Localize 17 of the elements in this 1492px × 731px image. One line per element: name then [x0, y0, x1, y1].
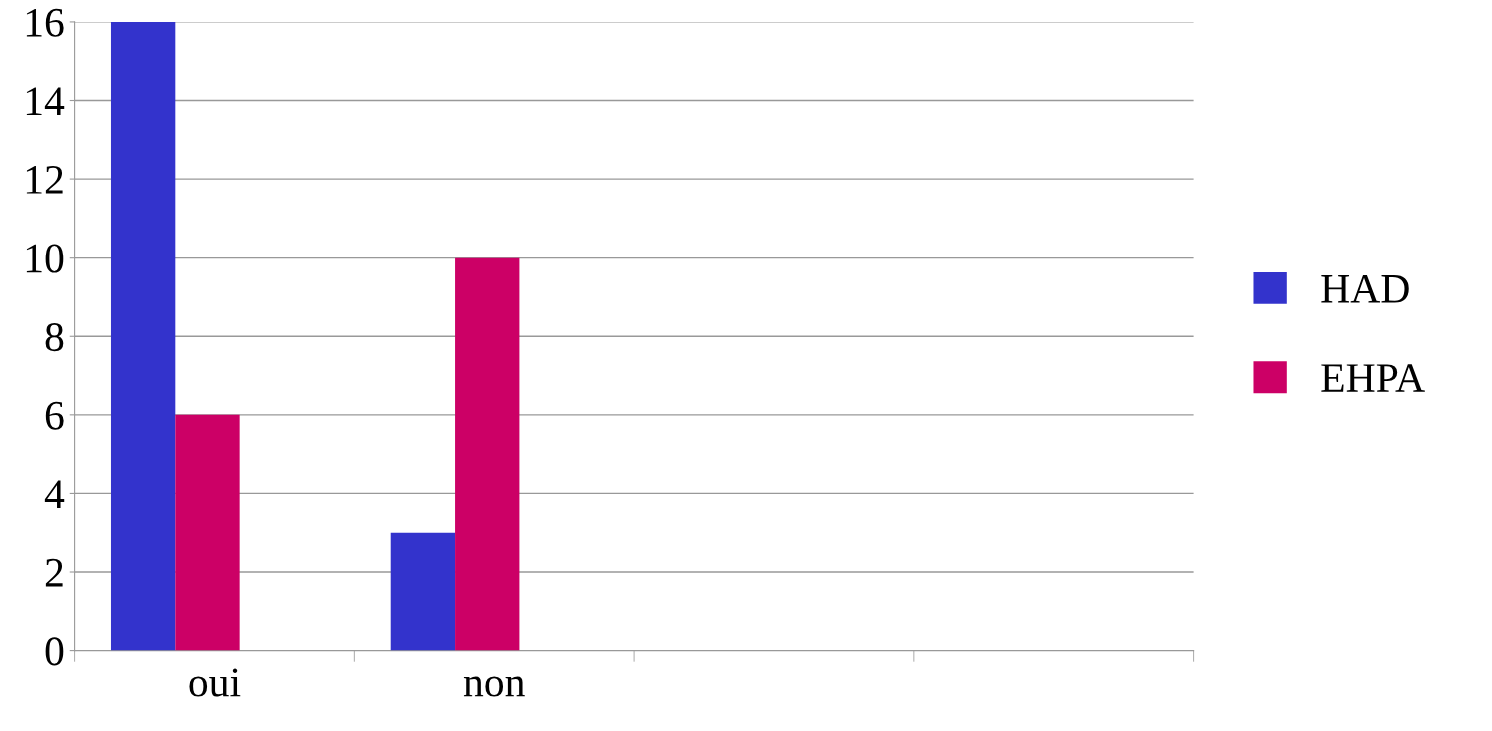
legend-label: HAD: [1321, 274, 1409, 303]
bar: [390, 532, 456, 651]
legend-label: EHPA: [1321, 364, 1425, 392]
y-tick-label: 14: [26, 87, 65, 115]
x-tick-label: non: [463, 676, 525, 697]
y-tick-label: 12: [26, 165, 63, 194]
bar: [455, 257, 520, 651]
y-tick-label: 0: [45, 637, 64, 666]
y-tick-label: 8: [45, 323, 64, 352]
bar: [110, 21, 176, 651]
y-tick-label: 10: [26, 244, 64, 273]
y-tick-label: 16: [26, 8, 64, 37]
y-tick-label: 4: [44, 480, 65, 508]
y-tick-label: 6: [45, 401, 64, 430]
y-tick-label: 2: [45, 558, 63, 587]
bar: [175, 414, 240, 651]
x-tick-label: oui: [189, 668, 241, 697]
